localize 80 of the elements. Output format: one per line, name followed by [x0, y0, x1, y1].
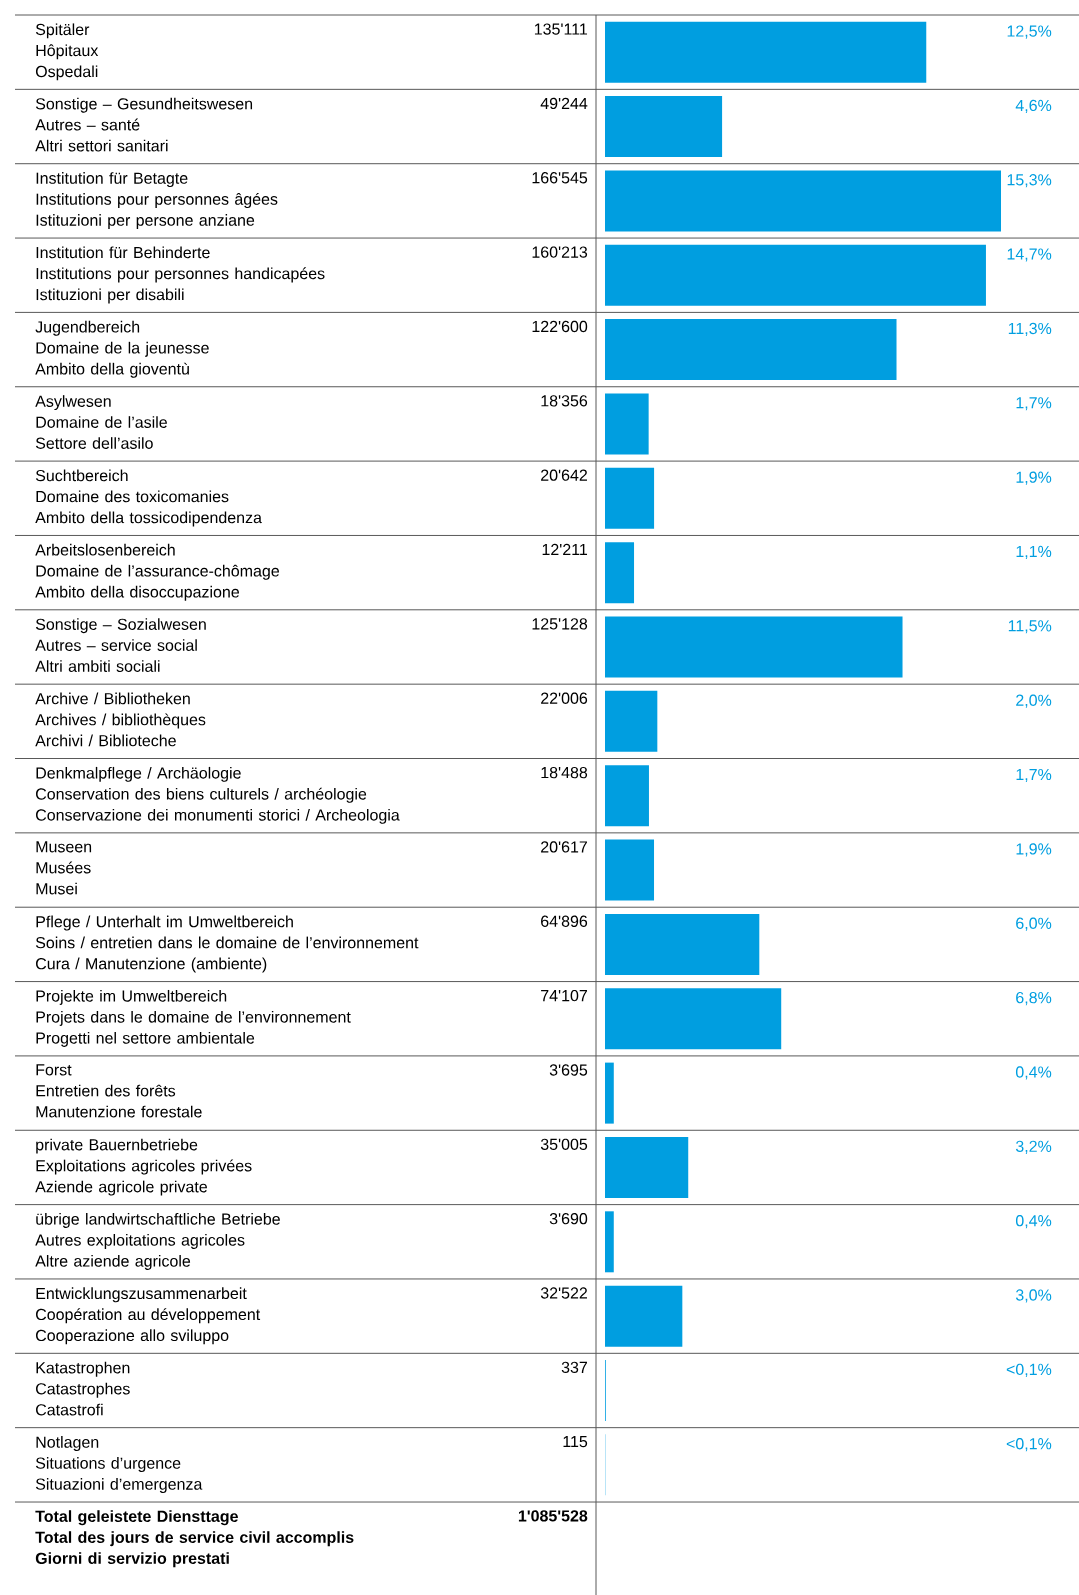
text: 1,7% [1016, 768, 1052, 783]
bar [605, 244, 986, 306]
text: 0,4% [1015, 1066, 1052, 1080]
data-label: 32'522 [540, 1287, 587, 1299]
bar [605, 96, 723, 158]
y-tick-label: übrige landwirtschaftliche Betriebe Autres exploitations agricoles Altre aziende agricole [35, 1213, 280, 1270]
text: 11,3% [1008, 322, 1052, 337]
y-tick-label: Arbeitslosenbereich Domaine de l’assurance-chômage Ambito della disoccupazione [35, 543, 279, 601]
data-label: 20'642 [541, 469, 587, 481]
text: 2,0% [1016, 694, 1052, 708]
bar [605, 393, 649, 455]
text: 1,1% [1016, 545, 1052, 560]
y-tick-label: Pflege / Unterhalt im Umweltbereich Soins / entretien dans le domaine de l’environnement Cura / Manutenzione (ambiente) [35, 915, 419, 973]
y-tick-label: Asylwesen Domaine de l’asile Settore dell’asilo [35, 395, 167, 449]
y-tick-label: Institution für Betagte Institutions pour personnes âgées Istituzioni per persone anziane [36, 172, 278, 230]
y-tick-label: Spitäler Hôpitaux Ospedali [35, 23, 99, 81]
text: <0,1% [1006, 1363, 1052, 1377]
bar [605, 839, 655, 901]
text: Total geleistete Diensttage Total des jours de service civil accomplis Giorni di servizio prestati [35, 1510, 354, 1568]
bar [605, 1062, 614, 1124]
text: 3,0% [1015, 1289, 1052, 1303]
text: 6,0% [1016, 917, 1052, 931]
data-label: 74'107 [541, 989, 587, 1002]
bar [605, 690, 658, 752]
y-tick-label: Sonstige – Gesundheitswesen Autres – santé Altri settori sanitari [35, 97, 253, 152]
y-tick-label: Museen Musées Musei [36, 841, 92, 895]
bar [605, 1211, 614, 1273]
y-tick-label: Projekte im Umweltbereich Projets dans le domaine de l’environnement Progetti nel settore ambientale [36, 989, 351, 1047]
y-tick-label: Forst Entretien des forêts Manutenzione forestale [36, 1064, 202, 1118]
y-tick-label: Entwicklungszusammenarbeit Coopération au développement Cooperazione allo sviluppo [36, 1287, 261, 1345]
data-label: 18'488 [541, 766, 588, 779]
data-label: 20'617 [541, 841, 587, 853]
text: 0,4% [1015, 1215, 1052, 1229]
bar [605, 319, 897, 381]
text: 15,3% [1007, 174, 1052, 188]
y-tick-label: Katastrophen Catastrophes Catastrofi [36, 1361, 130, 1416]
y-tick-label: Archive / Bibliotheken Archives / bibliothèques Archivi / Biblioteche [35, 692, 206, 747]
text: 14,7% [1007, 248, 1052, 262]
text: 1,7% [1016, 397, 1052, 411]
data-label: 3'690 [549, 1213, 588, 1225]
bar [605, 542, 635, 604]
data-label: 160'213 [532, 246, 588, 258]
text: 3,2% [1015, 1140, 1052, 1154]
text: 4,6% [1015, 99, 1052, 113]
data-label: 125'128 [532, 618, 588, 630]
data-label: 22'006 [541, 692, 588, 704]
text: 12,5% [1007, 25, 1052, 39]
bar [605, 1285, 683, 1347]
data-label: 122'600 [532, 320, 588, 333]
y-tick-label: Suchtbereich Domaine des toxicomanies Ambito della tossicodipendenza [35, 469, 262, 527]
bar [605, 988, 782, 1050]
data-label: 18'356 [541, 395, 588, 407]
data-label: 49'244 [540, 97, 588, 110]
bar [605, 170, 1001, 232]
text: 6,8% [1016, 991, 1052, 1006]
data-label: 35'005 [540, 1138, 588, 1150]
y-tick-label: Jugendbereich Domaine de la jeunesse Ambito della gioventù [35, 320, 209, 378]
data-label: 135'111 [534, 23, 588, 35]
y-tick-label: Institution für Behinderte Institutions pour personnes handicapées Istituzioni per disabili [36, 246, 325, 304]
text: 1,9% [1016, 843, 1052, 857]
y-tick-label: Notlagen Situations d’urgence Situazioni d’emergenza [35, 1436, 203, 1493]
text: 11,5% [1008, 620, 1052, 634]
bar [605, 616, 903, 678]
text: 1,9% [1016, 471, 1052, 485]
y-tick-label: Denkmalpflege / Archäologie Conservation des biens culturels / archéologie Conservazione dei monumenti storici / Archeologia [36, 766, 400, 824]
bar [605, 913, 760, 975]
y-tick-label: Sonstige – Sozialwesen Autres – service social Altri ambiti sociali [35, 618, 206, 672]
data-label: 337 [561, 1361, 587, 1374]
data-label: 115 [563, 1436, 588, 1448]
bar [605, 21, 927, 83]
bar [605, 1136, 689, 1198]
text: 1'085'528 [518, 1510, 588, 1522]
data-label: 12'211 [542, 543, 588, 556]
bar [605, 467, 655, 529]
bar [605, 765, 649, 827]
data-label: 64'896 [541, 915, 588, 927]
text: <0,1% [1006, 1438, 1052, 1452]
y-tick-label: private Bauernbetriebe Exploitations agricoles privées Aziende agricole private [35, 1138, 252, 1196]
data-label: 3'695 [549, 1064, 588, 1076]
data-label: 166'545 [532, 172, 588, 184]
